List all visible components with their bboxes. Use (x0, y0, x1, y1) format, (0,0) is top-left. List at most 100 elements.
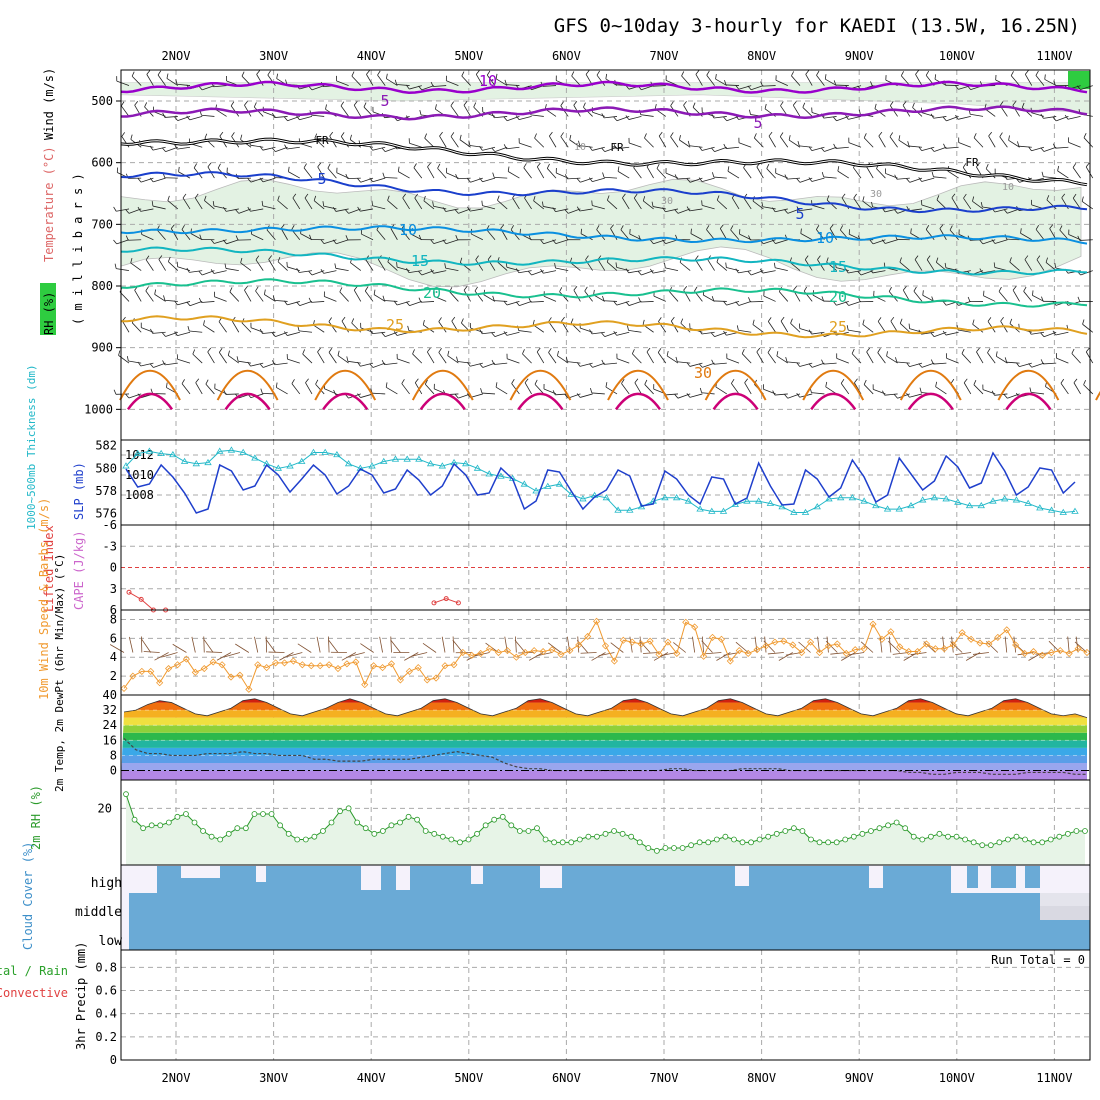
wind10-barb (701, 640, 713, 653)
wind10-point (486, 645, 494, 653)
temp2m-band (121, 747, 1087, 756)
rh2m-point (859, 830, 866, 837)
thickness-point (544, 482, 552, 489)
wind-barb (311, 85, 325, 91)
wind-barb-flag (149, 363, 154, 368)
wind-barb-flag (491, 359, 495, 365)
wind-barb-flag (585, 255, 589, 260)
wind-barb-flag (276, 73, 279, 79)
wind-barb (1031, 362, 1045, 368)
contour-label-13: 20 (829, 288, 847, 306)
wind-barb-flag (605, 382, 608, 388)
wind-barb (702, 362, 715, 368)
rh2m-point (345, 805, 352, 812)
wind10-barb (653, 652, 669, 661)
wind10-point (726, 657, 734, 665)
wind-barb (304, 197, 313, 210)
wind-barb (1055, 146, 1069, 149)
wind-barb (287, 358, 300, 364)
wind-barb-flag (149, 177, 154, 183)
thickness-point (438, 462, 447, 469)
wind-barb-flag (344, 209, 349, 214)
wind10-point (138, 667, 146, 675)
wind-barb (825, 386, 837, 395)
pressure-label-600: 600 (91, 156, 113, 170)
wind-barb (714, 146, 727, 152)
wind-barb-flag (174, 116, 179, 121)
thickness-point (626, 506, 634, 513)
contour-30-arc (411, 370, 474, 401)
wind-barb (372, 331, 386, 335)
wind-barb-flag (459, 257, 463, 263)
rh2m-point (448, 836, 455, 843)
wind-barb (323, 239, 337, 244)
wind-barb-flag (418, 85, 423, 91)
wind-barb (800, 233, 813, 241)
pressure-label-500: 500 (91, 94, 113, 108)
wind10-point (700, 652, 708, 660)
wind10-barb (328, 639, 339, 653)
contour-20 (120, 278, 1088, 308)
temperature-contours (119, 80, 1100, 411)
wind-barb-flag (942, 116, 947, 122)
wind-barb-flag (649, 239, 654, 244)
wind-barb-flag (644, 379, 648, 385)
wind-barb-flag (664, 262, 666, 268)
wind-barb-flag (438, 317, 442, 322)
wind-barb (225, 393, 239, 395)
wind-barb (397, 358, 410, 364)
wind-barb-flag (862, 196, 865, 202)
wind-barb (177, 83, 191, 86)
wind-barb (604, 146, 618, 152)
top-date-9nov: 9NOV (845, 49, 874, 63)
wind-barb (922, 294, 935, 302)
wind-barb-flag (308, 270, 313, 276)
bottom-date-10nov: 10NOV (939, 1071, 975, 1085)
wind-barb (569, 262, 581, 271)
wind-barb (982, 239, 996, 245)
wind-barb (921, 177, 935, 182)
wind-barb-flag (706, 70, 710, 76)
wind10-point (584, 632, 592, 641)
wind-barb-flag (181, 225, 185, 230)
wind-barb-flag (935, 257, 939, 263)
wind-barb (299, 330, 313, 333)
contour-30-arc (997, 370, 1060, 401)
wind-barb (116, 239, 130, 245)
wind10-barb (297, 643, 312, 653)
wind-barb (305, 382, 313, 395)
wind-barb-flag (1046, 195, 1050, 201)
wind-barb-flag (796, 206, 800, 211)
wind10-barb (798, 641, 811, 653)
wind-barb (427, 166, 435, 179)
wind10-point (958, 629, 966, 637)
wind-barb-flag (606, 195, 610, 201)
wind-barb (1072, 197, 1081, 210)
wind-barb (262, 205, 276, 210)
wind-barb-flag (466, 178, 471, 183)
wind-barb-flag (886, 351, 888, 357)
wind-barb-flag (961, 348, 965, 354)
wind-barb (274, 362, 288, 366)
thickness-point (696, 505, 704, 512)
cloud-gap (181, 866, 220, 878)
wind-barb-flag (719, 224, 724, 229)
upper-grid (121, 70, 1090, 440)
wind-barb (366, 74, 374, 86)
wind-barb (450, 105, 459, 117)
temp2m-band (121, 740, 1087, 748)
wind-barb (510, 229, 520, 241)
wind-barb-flag (588, 146, 593, 151)
wind-barb (376, 229, 386, 241)
wind-barb (731, 383, 740, 395)
wind-barb-flag (275, 382, 278, 388)
wind-barb-flag (366, 70, 370, 75)
wind-barb-flag (870, 81, 873, 87)
rh2m-point (996, 839, 1003, 846)
wind-barb-flag (686, 206, 690, 212)
wind-barb-flag (658, 317, 662, 322)
wind-barb (836, 301, 849, 306)
wind-barb (983, 295, 996, 302)
wind-barb (999, 136, 1008, 148)
wind-barb (214, 239, 227, 244)
